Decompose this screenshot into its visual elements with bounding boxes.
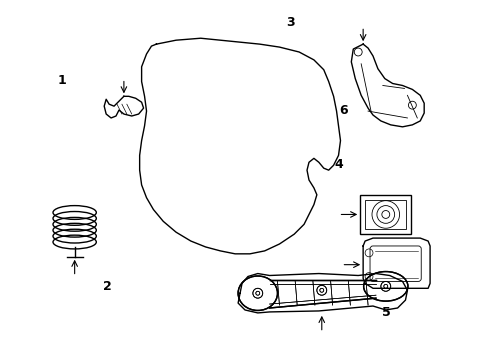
- Text: 5: 5: [382, 306, 390, 319]
- Text: 2: 2: [102, 280, 111, 293]
- Polygon shape: [350, 44, 423, 127]
- Polygon shape: [363, 238, 429, 288]
- Text: 3: 3: [285, 16, 294, 29]
- Text: 1: 1: [57, 74, 66, 87]
- Bar: [365, 200, 406, 229]
- Polygon shape: [238, 274, 407, 313]
- Polygon shape: [104, 96, 143, 118]
- Text: 4: 4: [333, 158, 342, 171]
- Bar: [360, 195, 410, 234]
- Text: 6: 6: [338, 104, 347, 117]
